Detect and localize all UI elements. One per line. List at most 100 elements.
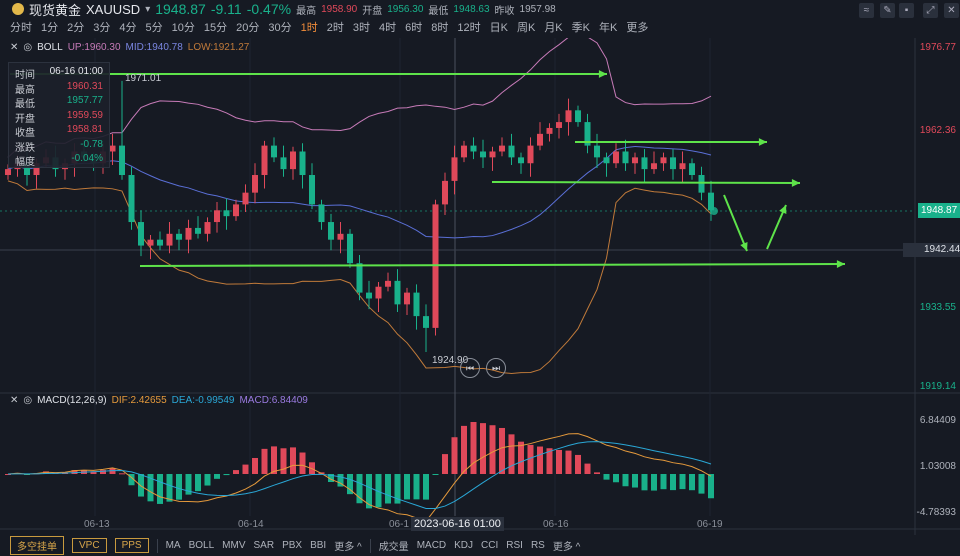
sub-indicator-tab[interactable]: CCI [481, 540, 499, 551]
period-tab[interactable]: 5分 [145, 22, 163, 34]
kline-chart[interactable] [0, 38, 960, 535]
period-tab[interactable]: 季K [571, 22, 590, 34]
sub-indicator-tab[interactable]: MACD [416, 540, 447, 551]
fullscreen-icon[interactable]: ⤢ [923, 3, 938, 18]
scroll-start-button[interactable]: ⏮ [460, 358, 480, 378]
arrow-head-icon [758, 138, 767, 146]
sub-indicator-tab[interactable]: 更多 ^ [552, 542, 581, 553]
remove-indicator-icon[interactable]: ✕ [10, 395, 19, 406]
macd-histogram-bar [508, 434, 515, 474]
sub-indicator-tab[interactable]: RSI [506, 540, 523, 551]
macd-histogram-bar [404, 474, 410, 500]
macd-histogram-bar [651, 474, 657, 491]
period-tab[interactable]: 15分 [203, 22, 228, 34]
tooltip-value: -0.78 [80, 138, 103, 150]
macd-histogram-bar [147, 474, 154, 502]
candle-body [214, 210, 220, 223]
main-indicator-tab[interactable]: BOLL [188, 540, 215, 551]
period-tabs: 分时 1分 2分 3分 4分 5分 10分 15分 20分 30分 1时 2时 3时 4时 6时 8时 12时日… [10, 19, 648, 35]
macd-histogram-bar [670, 474, 676, 491]
macd-histogram-bar [461, 425, 467, 474]
macd-histogram-bar [280, 448, 287, 474]
tooltip-label: 幅度 [15, 157, 35, 168]
period-tab[interactable]: 日K [489, 22, 508, 34]
macd-histogram-bar [689, 474, 695, 491]
order-button[interactable]: 多空挂单 [10, 536, 64, 555]
candle-body [499, 145, 505, 152]
settings-icon[interactable]: ◎ [23, 42, 33, 53]
macd-histogram-bar [708, 474, 714, 499]
candle-body [128, 175, 135, 223]
draw-tool-icon[interactable]: ≈ [859, 3, 874, 18]
period-tab[interactable]: 更多 [626, 22, 649, 34]
period-tab[interactable]: 8时 [431, 22, 449, 34]
candle-body [689, 163, 695, 176]
period-tab[interactable]: 月K [544, 22, 563, 34]
order-button[interactable]: VPC [72, 538, 107, 553]
macd-tick: 6.84409 [919, 415, 956, 426]
main-indicator-tab[interactable]: MMV [222, 540, 246, 551]
order-button[interactable]: PPS [114, 538, 149, 553]
macd-histogram-bar [71, 470, 78, 474]
period-tab[interactable]: 4分 [119, 22, 137, 34]
arrow-head-icon [779, 205, 787, 214]
indicator-icon[interactable]: ▪ [899, 3, 914, 18]
period-tab[interactable]: 4时 [379, 22, 397, 34]
main-indicator-tab[interactable]: SAR [253, 540, 275, 551]
candle-body [470, 145, 477, 152]
period-tab[interactable]: 2分 [67, 22, 85, 34]
candle-body [204, 222, 211, 234]
sub-indicator-tab[interactable]: 成交量 [378, 542, 409, 553]
period-tab[interactable]: 1时 [300, 22, 318, 34]
period-tab[interactable]: 3时 [352, 22, 370, 34]
main-indicator-tab[interactable]: PBX [282, 540, 303, 551]
candle-body [356, 263, 363, 293]
symbol-code[interactable]: XAUUSD [86, 1, 141, 17]
candle-body [518, 157, 524, 164]
candle-body [223, 210, 230, 217]
close-icon[interactable]: ✕ [944, 3, 959, 18]
main-indicator-tab[interactable]: MA [165, 540, 181, 551]
scroll-end-button[interactable]: ⏭ [486, 358, 506, 378]
period-tab[interactable]: 6时 [405, 22, 423, 34]
period-tab[interactable]: 20分 [236, 22, 260, 34]
period-tab[interactable]: 3分 [93, 22, 111, 34]
price-tick: 1976.77 [919, 42, 956, 53]
candle-body [318, 204, 325, 223]
period-tab[interactable]: 2时 [326, 22, 344, 34]
main-indicator-tab[interactable]: 更多 ^ [334, 542, 362, 553]
pen-icon[interactable]: ✎ [880, 3, 895, 18]
period-tab[interactable]: 30分 [268, 22, 292, 34]
main-indicator-tab[interactable]: BBI [310, 540, 327, 551]
boll-low: LOW:1921.27 [187, 42, 250, 53]
remove-indicator-icon[interactable]: ✕ [10, 42, 19, 53]
period-tab[interactable]: 1分 [41, 22, 59, 34]
high-value: 1958.90 [321, 3, 358, 15]
macd-histogram-bar [109, 468, 116, 474]
sub-indicator-tab[interactable]: KDJ [454, 540, 474, 551]
symbol-name[interactable]: 现货黄金 [29, 2, 82, 18]
candle-body [698, 175, 705, 193]
low-mark-label: 1924.90 [432, 355, 469, 366]
trend-arrow-line [491, 181, 801, 184]
tooltip-row: 时间 06-16 01:00 [15, 66, 103, 81]
period-tab[interactable]: 分时 [10, 22, 32, 34]
period-tab[interactable]: 周K [516, 22, 536, 34]
symbol-dropdown-icon[interactable]: ▾ [145, 3, 151, 15]
macd-dea-line [7, 441, 712, 510]
sub-indicator-tab[interactable]: RS [530, 540, 545, 551]
macd-histogram-bar [641, 474, 648, 491]
candle-body [565, 110, 572, 123]
tooltip-label: 开盘 [15, 113, 35, 125]
macd-histogram-bar [166, 474, 173, 502]
tooltip-row: 最高 1960.31 [15, 81, 103, 96]
period-tab[interactable]: 10分 [171, 22, 195, 34]
open-label: 开盘 [362, 5, 383, 17]
period-tab[interactable]: 年K [599, 22, 618, 34]
macd-histogram-bar [565, 450, 572, 474]
settings-icon[interactable]: ◎ [23, 395, 33, 406]
macd-histogram-bar [394, 474, 401, 504]
macd-histogram-bar [128, 474, 135, 486]
period-tab[interactable]: 12时 [457, 22, 481, 34]
candle-body [166, 233, 173, 246]
